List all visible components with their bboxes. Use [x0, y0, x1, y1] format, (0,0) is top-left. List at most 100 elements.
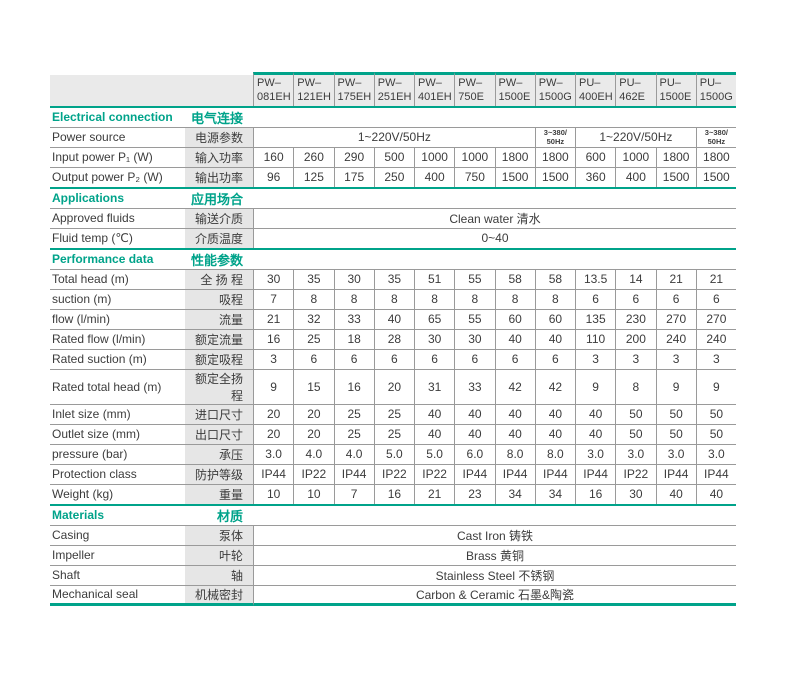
row-label-zh: 介质温度 [185, 227, 253, 248]
spec-value: 30 [333, 268, 374, 289]
spec-value: 60 [494, 308, 535, 329]
spec-value: IP22 [373, 463, 414, 484]
spec-value: 50 [655, 423, 696, 444]
spec-value: 3~380/50Hz [534, 126, 575, 147]
spec-row: Casing 泵体 Cast Iron 铸铁 [50, 524, 736, 545]
spec-value: 7 [333, 483, 374, 504]
spec-value: 6.0 [454, 443, 495, 464]
spec-value: 260 [293, 146, 334, 167]
spec-value: 9 [655, 368, 696, 404]
spec-value: 50 [695, 423, 736, 444]
section-title-zh: 电气连接 [185, 105, 253, 127]
spec-value: 40 [575, 423, 616, 444]
spec-row: Mechanical seal 机械密封 Carbon & Ceramic 石墨&陶… [50, 584, 736, 606]
model-series: PW– [418, 77, 442, 89]
spec-value: 32 [293, 308, 334, 329]
table-head: PW– 081EH PW– 121EH PW– 175EH PW– 251EH PW– 401EH… [50, 72, 736, 106]
section-header-row: Materials 材质 [50, 503, 736, 525]
small-line: 50Hz [546, 137, 565, 147]
spec-value: IP44 [454, 463, 495, 484]
spec-value: IP22 [615, 463, 656, 484]
row-label-zh: 流量 [185, 308, 253, 329]
spec-value: IP22 [293, 463, 334, 484]
spec-value: 50 [615, 423, 656, 444]
spec-value: 55 [454, 268, 495, 289]
model-series: PW– [297, 77, 322, 89]
row-label-zh: 机械密封 [185, 584, 253, 606]
small-line: 50Hz [707, 137, 726, 147]
row-label-en: Power source [50, 126, 185, 147]
spec-value: 6 [454, 348, 495, 369]
section-header-row: Electrical connection 电气连接 [50, 105, 736, 127]
row-label-en: Mechanical seal [50, 584, 185, 606]
spec-value: 96 [253, 166, 294, 187]
row-label-en: flow (l/min) [50, 308, 185, 329]
spec-value: 34 [494, 483, 535, 504]
spec-value: 40 [534, 328, 575, 349]
model-column-header: PW– 175EH [333, 72, 374, 106]
row-label-zh: 进口尺寸 [185, 403, 253, 424]
spec-value: 42 [534, 368, 575, 404]
row-label-zh: 输送介质 [185, 207, 253, 228]
row-label-en: Output power P₂ (W) [50, 166, 185, 187]
spec-value: IP44 [575, 463, 616, 484]
spec-value: 600 [575, 146, 616, 167]
spec-value: 240 [695, 328, 736, 349]
spec-value: 6 [293, 348, 334, 369]
row-label-zh: 输出功率 [185, 166, 253, 187]
spec-row: Fluid temp (℃) 介质温度 0~40 [50, 227, 736, 248]
spec-value: 40 [414, 423, 455, 444]
spec-value: 20 [293, 403, 334, 424]
spec-value: 1000 [454, 146, 495, 167]
spec-value: 55 [454, 308, 495, 329]
spec-value: 360 [575, 166, 616, 187]
spec-value: 6 [494, 348, 535, 369]
section-title-zh: 应用场合 [185, 186, 253, 208]
model-series: PW– [257, 77, 281, 89]
spec-value: 1500 [655, 166, 696, 187]
spec-row: Outlet size (mm) 出口尺寸 20 20 25 25 40 40 40 40 40 50… [50, 423, 736, 444]
model-column-header: PW– 081EH [253, 72, 294, 106]
model-column-header: PW– 1500G [534, 72, 575, 106]
spec-value: 30 [615, 483, 656, 504]
spec-value: 20 [253, 403, 294, 424]
section-header-row: Performance data 性能参数 [50, 247, 736, 269]
section-header-row: Applications 应用场合 [50, 186, 736, 208]
spec-row: Shaft 轴 Stainless Steel 不锈钢 [50, 564, 736, 585]
spec-value: Carbon & Ceramic 石墨&陶瓷 [253, 584, 736, 606]
spec-value: 4.0 [333, 443, 374, 464]
spec-row: Rated flow (l/min) 额定流量 16 25 18 28 30 30 40 40 11… [50, 328, 736, 349]
model-column-header: PW– 1500E [494, 72, 535, 106]
spec-value: IP44 [655, 463, 696, 484]
spec-value: 1500 [494, 166, 535, 187]
table-corner-cell [50, 72, 253, 106]
spec-row: Rated suction (m) 额定吸程 3 6 6 6 6 6 6 6 3 3 3 3 [50, 348, 736, 369]
row-label-en: Weight (kg) [50, 483, 185, 504]
spec-value: 30 [253, 268, 294, 289]
spec-value: 6 [655, 288, 696, 309]
spec-value: 1800 [494, 146, 535, 167]
spec-value: 270 [655, 308, 696, 329]
row-label-zh: 出口尺寸 [185, 423, 253, 444]
model-column-header: PW– 251EH [373, 72, 414, 106]
spec-value: IP44 [695, 463, 736, 484]
spec-value: 1~220V/50Hz [575, 126, 696, 147]
spec-value: 9 [253, 368, 294, 404]
section-header-spacer [253, 247, 736, 269]
spec-value: 33 [333, 308, 374, 329]
spec-value: 40 [695, 483, 736, 504]
spec-value: 40 [373, 308, 414, 329]
row-label-en: Rated flow (l/min) [50, 328, 185, 349]
spec-value: 8.0 [534, 443, 575, 464]
spec-value: 16 [253, 328, 294, 349]
row-label-en: pressure (bar) [50, 443, 185, 464]
spec-value: 25 [333, 423, 374, 444]
model-series: PW– [337, 77, 362, 89]
model-code: 1500G [538, 91, 572, 104]
spec-value: 3 [615, 348, 656, 369]
spec-value: 3~380/50Hz [695, 126, 736, 147]
spec-row: Total head (m) 全 扬 程 30 35 30 35 51 55 58 58 13.5 1… [50, 268, 736, 289]
row-label-en: Inlet size (mm) [50, 403, 185, 424]
spec-value: 125 [293, 166, 334, 187]
